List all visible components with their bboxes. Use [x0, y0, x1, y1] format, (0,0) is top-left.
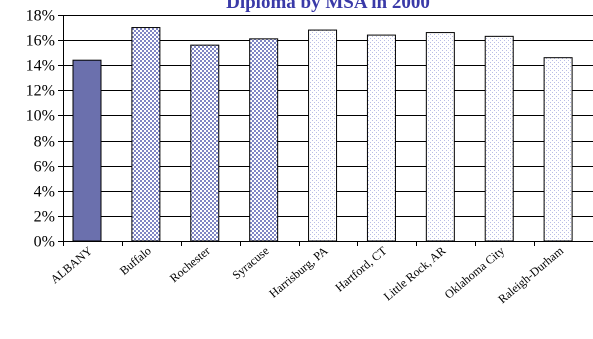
- x-tick-label: Hartford, CT: [332, 243, 390, 294]
- x-tick-label: Little Rock, AR: [381, 244, 448, 304]
- y-tick-label: 14%: [26, 58, 55, 75]
- chart-title: Diploma by MSA in 2000: [226, 0, 430, 13]
- x-tick-label: Harrisburg, PA: [266, 243, 330, 300]
- bar-oklahoma-city: [484, 35, 514, 242]
- bar-syracuse: [249, 38, 279, 242]
- bars: [72, 27, 573, 242]
- x-tick-label: Buffalo: [117, 244, 154, 278]
- y-tick-label: 2%: [34, 209, 55, 226]
- bar-harrisburg-pa: [308, 29, 338, 242]
- bar-buffalo: [131, 27, 161, 242]
- y-tick-labels: 0% 2% 4% 6% 8% 10% 12% 14% 16% 18%: [26, 8, 55, 251]
- y-tick-label: 0%: [34, 234, 55, 251]
- y-tick-label: 10%: [26, 108, 55, 125]
- y-tick-label: 8%: [34, 134, 55, 151]
- y-tick-label: 4%: [34, 184, 55, 201]
- bar-albany: [72, 59, 102, 242]
- axes: [63, 15, 593, 246]
- y-tick-label: 12%: [26, 83, 55, 100]
- x-tick-label: Rochester: [167, 244, 213, 286]
- x-tick-label: Syracuse: [229, 244, 271, 283]
- x-tick-labels: ALBANY Buffalo Rochester SyracuseHarrisburg…: [48, 243, 567, 306]
- bar-little-rock-ar: [425, 32, 455, 242]
- y-tick-label: 16%: [26, 33, 55, 50]
- bar-hartford-ct: [366, 34, 396, 242]
- bar-raleigh-durham: [543, 57, 573, 242]
- y-tick-label: 6%: [34, 159, 55, 176]
- bar-rochester: [190, 44, 220, 242]
- y-tick-label: 18%: [26, 8, 55, 25]
- x-tick-label: Raleigh-Durham: [495, 243, 566, 306]
